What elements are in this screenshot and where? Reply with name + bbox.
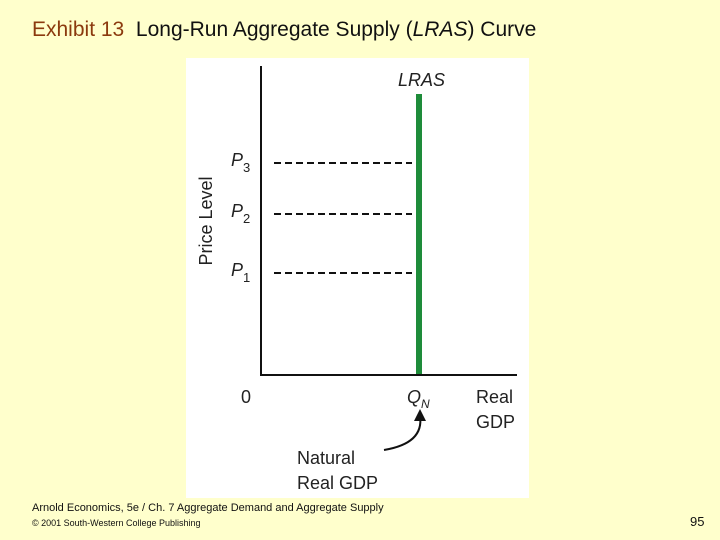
qn-label: QN — [407, 387, 430, 411]
diagram-svg: LRAS P3 P2 P1 Price Level 0 QN Real GDP … — [196, 66, 517, 493]
footer-copyright: © 2001 South-Western College Publishing — [32, 518, 201, 528]
lras-diagram: LRAS P3 P2 P1 Price Level 0 QN Real GDP … — [186, 58, 529, 498]
title-text-start: Long-Run Aggregate Supply ( — [135, 18, 413, 41]
price-label-p2: P2 — [231, 201, 250, 226]
title-text-end: ) Curve — [467, 18, 537, 41]
footer-citation: Arnold Economics, 5e / Ch. 7 Aggregate D… — [32, 502, 384, 514]
origin-label: 0 — [241, 387, 251, 407]
price-label-p3: P3 — [231, 150, 250, 175]
annotation-line2: Real GDP — [297, 473, 378, 493]
p3-subscript: 3 — [243, 160, 250, 175]
qn-letter: Q — [407, 387, 421, 407]
annotation-arrowhead — [414, 409, 426, 421]
x-axis-title-line2: GDP — [476, 412, 515, 432]
annotation-line1: Natural — [297, 448, 355, 468]
title-text-lras: LRAS — [412, 18, 468, 41]
page-number: 95 — [690, 514, 705, 529]
annotation-arrow — [383, 415, 422, 451]
price-label-p1: P1 — [231, 260, 250, 285]
p2-subscript: 2 — [243, 211, 250, 226]
exhibit-number: Exhibit 13 — [32, 18, 125, 41]
p1-letter: P — [231, 260, 243, 280]
slide-title: Exhibit 13 Long-Run Aggregate Supply (LR… — [32, 18, 536, 42]
y-axis-title: Price Level — [196, 176, 216, 265]
x-axis-title-line1: Real — [476, 387, 513, 407]
p3-letter: P — [231, 150, 243, 170]
p1-subscript: 1 — [243, 270, 250, 285]
lras-label: LRAS — [398, 70, 445, 90]
p2-letter: P — [231, 201, 243, 221]
qn-subscript: N — [421, 397, 430, 411]
